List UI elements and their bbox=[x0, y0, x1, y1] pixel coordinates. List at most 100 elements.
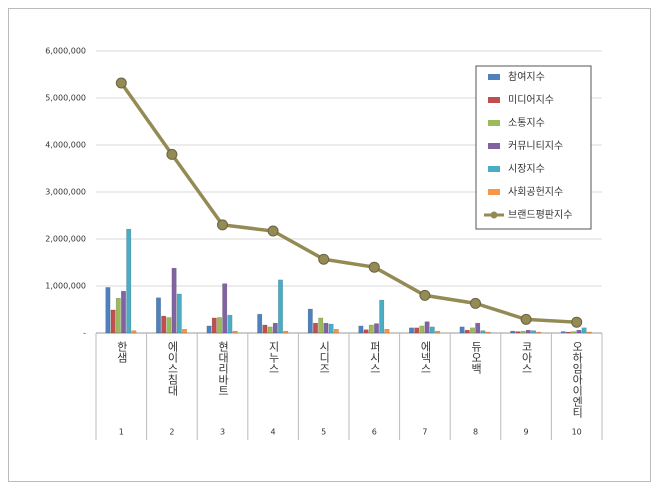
legend-label: 커뮤니티지수 bbox=[508, 140, 563, 152]
rank-label: 8 bbox=[473, 428, 478, 437]
x-tick-label: 오하임아이엔티 bbox=[571, 341, 584, 418]
bar bbox=[409, 327, 414, 334]
bar bbox=[333, 328, 339, 334]
line-marker bbox=[368, 261, 380, 273]
bar bbox=[374, 323, 379, 334]
bar bbox=[110, 309, 116, 334]
rank-label: 2 bbox=[169, 428, 174, 437]
bar bbox=[368, 324, 374, 334]
bar bbox=[323, 322, 329, 334]
bar bbox=[566, 331, 571, 334]
line-marker bbox=[217, 219, 228, 231]
bar bbox=[424, 321, 430, 334]
rank-label: 4 bbox=[271, 428, 276, 437]
y-tick-label: 4,000,000 bbox=[45, 141, 86, 150]
x-tick-label: 한샘 bbox=[115, 341, 128, 363]
bar bbox=[121, 290, 126, 334]
bar bbox=[586, 331, 592, 334]
bar bbox=[222, 283, 228, 334]
bar bbox=[131, 330, 137, 334]
line-marker bbox=[571, 316, 583, 328]
bar bbox=[328, 323, 334, 334]
bar bbox=[206, 325, 212, 334]
bar bbox=[278, 279, 283, 334]
bar bbox=[272, 322, 278, 334]
rank-label: 7 bbox=[422, 428, 427, 437]
bar bbox=[459, 326, 465, 334]
y-tick-label: 6,000,000 bbox=[45, 47, 86, 56]
x-tick-label: 지누스 bbox=[267, 341, 280, 374]
bar bbox=[232, 330, 238, 334]
line-marker bbox=[318, 253, 330, 265]
bar bbox=[211, 317, 217, 334]
bar bbox=[156, 297, 161, 334]
bar bbox=[475, 322, 481, 334]
rank-label: 1 bbox=[119, 428, 124, 437]
y-tick-label: 2,000,000 bbox=[45, 235, 86, 244]
bar bbox=[176, 293, 182, 334]
bar bbox=[536, 331, 542, 334]
bar bbox=[464, 329, 470, 334]
legend-label: 소통지수 bbox=[508, 117, 545, 129]
bar bbox=[560, 331, 566, 334]
bar bbox=[525, 329, 531, 334]
line-marker bbox=[166, 148, 178, 160]
bar bbox=[435, 330, 440, 334]
bar bbox=[105, 287, 111, 334]
bar bbox=[171, 267, 177, 334]
bar bbox=[510, 330, 516, 334]
y-tick-label: - bbox=[83, 329, 86, 338]
bar bbox=[257, 313, 263, 334]
rank-label: 5 bbox=[321, 428, 326, 437]
bar bbox=[384, 328, 390, 334]
legend-swatch bbox=[488, 189, 500, 195]
x-tick-label: 코아스 bbox=[520, 341, 533, 374]
bar bbox=[576, 329, 582, 334]
y-tick-label: 1,000,000 bbox=[45, 282, 86, 291]
bar bbox=[429, 326, 435, 334]
line bbox=[119, 81, 577, 324]
rank-label: 3 bbox=[220, 428, 225, 437]
legend-label: 미디어지수 bbox=[508, 94, 554, 106]
bar bbox=[470, 327, 475, 334]
legend-label: 사회공헌지수 bbox=[508, 186, 563, 198]
x-tick-label: 현대리바트 bbox=[217, 341, 230, 396]
bar bbox=[126, 228, 132, 334]
legend-label: 참여지수 bbox=[508, 71, 545, 83]
y-tick-label: 5,000,000 bbox=[45, 94, 86, 103]
bar bbox=[414, 327, 420, 334]
bar bbox=[217, 317, 222, 334]
legend-label: 브랜드평판지수 bbox=[508, 209, 572, 221]
bar bbox=[318, 317, 324, 334]
rank-label: 10 bbox=[572, 428, 582, 437]
legend-label: 시장지수 bbox=[508, 163, 545, 175]
bar bbox=[581, 327, 587, 334]
x-tick-label: 퍼시스 bbox=[368, 341, 381, 374]
line-marker bbox=[520, 313, 532, 325]
bar bbox=[531, 330, 536, 334]
line-marker bbox=[267, 225, 279, 237]
bar bbox=[283, 330, 289, 334]
bar bbox=[379, 299, 385, 334]
legend-swatch bbox=[488, 143, 500, 149]
bar bbox=[358, 325, 364, 334]
bar bbox=[227, 314, 233, 334]
line-marker bbox=[470, 297, 481, 309]
y-tick-label: 3,000,000 bbox=[45, 188, 86, 197]
bar bbox=[307, 308, 313, 334]
legend-swatch bbox=[488, 74, 500, 80]
bar bbox=[313, 322, 318, 334]
legend-swatch bbox=[488, 166, 500, 172]
bar bbox=[520, 330, 526, 334]
legend-marker bbox=[490, 211, 498, 219]
bar bbox=[480, 330, 486, 334]
rank-label: 9 bbox=[524, 428, 529, 437]
bar bbox=[363, 329, 369, 334]
bar bbox=[485, 331, 491, 334]
bar bbox=[571, 331, 577, 334]
legend-swatch bbox=[488, 97, 500, 103]
x-tick-label: 에넥스 bbox=[419, 341, 432, 374]
line-marker bbox=[419, 289, 431, 301]
bar bbox=[115, 297, 121, 334]
bar bbox=[166, 317, 172, 334]
